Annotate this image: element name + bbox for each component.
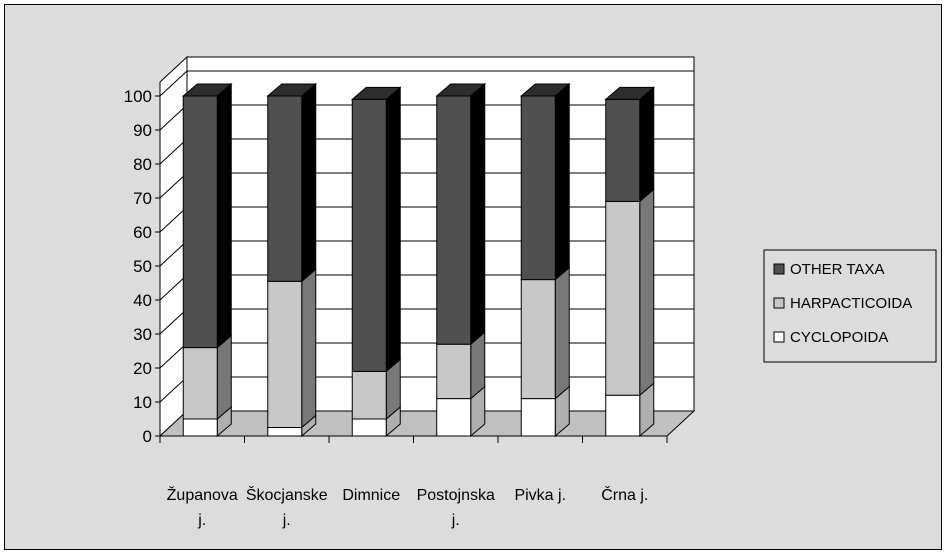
x-category-label: Dimnice [342,487,400,504]
legend-swatch [773,331,785,343]
bar-segment-cyclopoida [436,398,472,437]
bar-segment-cyclopoida [267,427,303,437]
gridline-side [159,70,188,97]
bar-segment-harpacticoida [351,370,387,420]
x-category-label: j. [282,512,291,529]
x-category-label: Postojnska [417,487,495,504]
bar-segment-harpacticoida [182,347,218,420]
legend-swatch [773,297,785,309]
legend-label: OTHER TAXA [790,261,884,278]
gridline-side [159,138,188,165]
bar-segment-other-taxa [520,95,556,281]
legend-swatch [773,263,785,275]
gridline-side [159,342,188,369]
bar-top-face [266,83,318,97]
bar-side-other-taxa [385,86,401,373]
bar-side-harpacticoida [554,266,570,400]
bar-segment-other-taxa [267,95,303,282]
y-tick-label: 0 [143,427,152,446]
legend-box [763,249,937,363]
bar-segment-other-taxa [351,98,387,372]
gridline-side [159,206,188,233]
x-category-label: Županova [167,485,238,504]
bar-segment-cyclopoida [351,418,387,437]
bar-side-harpacticoida [639,188,655,397]
bar-segment-cyclopoida [182,418,218,437]
gridline-side [159,274,188,301]
bar-top-face [604,86,656,100]
bar-top-face [435,83,487,97]
bar-segment-cyclopoida [605,394,641,437]
bar-top-face [519,83,571,97]
gridline-side [159,104,188,131]
y-tick-label: 40 [133,291,152,310]
bar-segment-harpacticoida [520,279,556,400]
bar-side-harpacticoida [301,268,317,429]
bar-segment-other-taxa [436,95,472,345]
gridline-side [159,308,188,335]
y-tick-label: 70 [133,189,152,208]
y-tick-label: 30 [133,325,152,344]
bar-side-other-taxa [470,82,486,346]
gridline-side [159,376,188,403]
legend-label: CYCLOPOIDA [790,329,888,346]
x-category-label: Črna j. [601,485,648,504]
bar-side-harpacticoida [216,334,232,421]
x-category-label: j. [197,512,206,529]
x-category-label: j. [451,512,460,529]
bar-segment-harpacticoida [605,200,641,396]
bar-side-other-taxa [639,86,655,203]
y-tick-label: 80 [133,155,152,174]
y-tick-label: 100 [124,87,152,106]
y-tick-label: 10 [133,393,152,412]
bar-side-other-taxa [216,82,232,349]
x-category-label: Pivka j. [514,487,566,504]
x-category-label: Škocjanske [246,485,328,504]
bar-side-other-taxa [301,82,317,283]
y-tick-label: 50 [133,257,152,276]
bar-segment-harpacticoida [267,280,303,428]
gridline-side [159,240,188,267]
bar-top-face [181,83,233,97]
bar-segment-cyclopoida [520,398,556,437]
y-tick-label: 60 [133,223,152,242]
bar-segment-harpacticoida [436,343,472,400]
legend-label: HARPACTICOIDA [790,295,912,312]
bar-top-face [350,86,402,100]
bar-segment-other-taxa [605,98,641,202]
y-tick-label: 20 [133,359,152,378]
gridline-side [159,172,188,199]
y-tick-label: 90 [133,121,152,140]
bar-side-other-taxa [554,82,570,281]
bar-segment-other-taxa [182,95,218,349]
